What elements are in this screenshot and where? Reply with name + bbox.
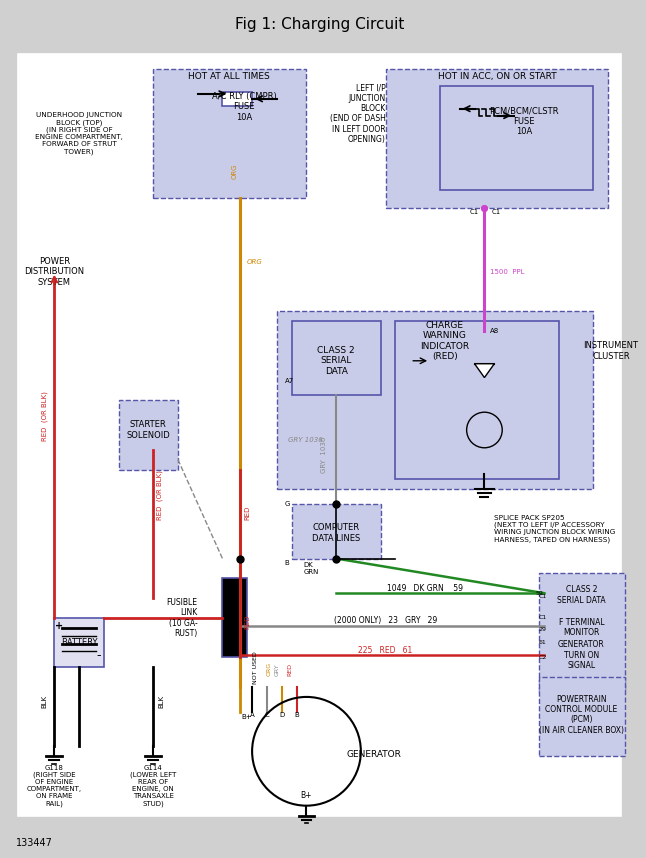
FancyBboxPatch shape xyxy=(291,505,380,559)
Text: Fig 1: Charging Circuit: Fig 1: Charging Circuit xyxy=(234,17,404,32)
Bar xyxy=(0,5,639,45)
FancyBboxPatch shape xyxy=(386,69,608,208)
Text: CHARGE
WARNING
INDICATOR
(RED): CHARGE WARNING INDICATOR (RED) xyxy=(421,321,470,361)
Text: 29: 29 xyxy=(539,627,547,632)
Text: PCM/BCM/CLSTR
FUSE
10A: PCM/BCM/CLSTR FUSE 10A xyxy=(489,106,559,136)
Text: LEFT I/P
JUNCTION
BLOCK
(END OF DASH
IN LEFT DOOR
OPENING): LEFT I/P JUNCTION BLOCK (END OF DASH IN … xyxy=(329,83,386,144)
Text: BLK: BLK xyxy=(158,695,164,708)
FancyBboxPatch shape xyxy=(539,573,625,692)
Text: 133447: 133447 xyxy=(16,838,53,849)
Text: NOT USED: NOT USED xyxy=(253,651,258,684)
Bar xyxy=(440,86,593,190)
Text: HOT AT ALL TIMES: HOT AT ALL TIMES xyxy=(189,71,270,81)
Text: 61: 61 xyxy=(539,640,547,645)
Text: A8: A8 xyxy=(490,328,499,334)
Bar xyxy=(54,618,104,668)
Text: G118
(RIGHT SIDE
OF ENGINE
COMPARTMENT,
ON FRAME
RAIL): G118 (RIGHT SIDE OF ENGINE COMPARTMENT, … xyxy=(27,764,82,807)
Text: B: B xyxy=(294,712,299,717)
Text: SPLICE PACK SP205
(NEXT TO LEFT I/P ACCESSORY
WIRING JUNCTION BLOCK WIRING
HARNE: SPLICE PACK SP205 (NEXT TO LEFT I/P ACCE… xyxy=(494,515,616,543)
Text: ORG: ORG xyxy=(247,259,263,265)
Text: HOT IN ACC, ON OR START: HOT IN ACC, ON OR START xyxy=(438,71,557,81)
Text: +: + xyxy=(56,620,63,631)
Text: CLASS 2
SERIAL
DATA: CLASS 2 SERIAL DATA xyxy=(317,346,355,376)
Text: A7: A7 xyxy=(285,378,294,384)
Text: BATTERY: BATTERY xyxy=(61,638,98,647)
Text: C2: C2 xyxy=(539,655,547,660)
Bar xyxy=(222,578,247,657)
Bar xyxy=(291,321,380,396)
Text: GRY 1036: GRY 1036 xyxy=(287,437,322,443)
Text: INSTRUMENT
CLUSTER: INSTRUMENT CLUSTER xyxy=(583,341,638,360)
Bar xyxy=(18,54,621,816)
Text: 59: 59 xyxy=(536,590,544,595)
FancyBboxPatch shape xyxy=(277,311,593,489)
Text: B+: B+ xyxy=(301,791,312,801)
Text: 225   RED   61: 225 RED 61 xyxy=(359,646,413,655)
Text: 1049   DK GRN    59: 1049 DK GRN 59 xyxy=(387,583,463,593)
Text: ORG: ORG xyxy=(231,163,237,178)
Text: -: - xyxy=(97,649,101,662)
Text: GRY  1036: GRY 1036 xyxy=(321,437,328,473)
FancyBboxPatch shape xyxy=(539,677,625,756)
Text: C1: C1 xyxy=(469,209,479,215)
Text: DK
GRN: DK GRN xyxy=(304,562,319,575)
Text: (2000 ONLY)   23   GRY   29: (2000 ONLY) 23 GRY 29 xyxy=(334,616,437,625)
Text: A: A xyxy=(250,712,255,717)
Text: C1: C1 xyxy=(539,594,547,599)
Text: STARTER
SOLENOID: STARTER SOLENOID xyxy=(127,420,170,439)
Text: COMPUTER
DATA LINES: COMPUTER DATA LINES xyxy=(312,523,360,542)
Text: RED: RED xyxy=(244,614,250,629)
Text: RED: RED xyxy=(244,505,250,520)
Text: G114
(LOWER LEFT
REAR OF
ENGINE, ON
TRANSAXLE
STUD): G114 (LOWER LEFT REAR OF ENGINE, ON TRAN… xyxy=(130,764,176,807)
Text: GENERATOR
TURN ON
SIGNAL: GENERATOR TURN ON SIGNAL xyxy=(558,641,605,670)
Bar xyxy=(395,321,559,480)
Polygon shape xyxy=(475,364,494,378)
Text: 1500  PPL: 1500 PPL xyxy=(490,269,525,275)
Bar xyxy=(222,92,252,106)
Text: D: D xyxy=(279,712,284,717)
Text: RED  (OR BLK): RED (OR BLK) xyxy=(41,391,48,441)
Text: RED: RED xyxy=(287,663,292,676)
FancyBboxPatch shape xyxy=(119,401,178,469)
Text: ORG: ORG xyxy=(266,662,271,676)
Text: GENERATOR: GENERATOR xyxy=(346,750,401,758)
Text: POWER
DISTRIBUTION
SYSTEM: POWER DISTRIBUTION SYSTEM xyxy=(25,257,85,287)
Text: C1: C1 xyxy=(492,209,501,215)
Text: B+: B+ xyxy=(242,714,253,720)
Text: F TERMINAL
MONITOR: F TERMINAL MONITOR xyxy=(559,618,604,637)
FancyBboxPatch shape xyxy=(153,69,306,197)
Text: C: C xyxy=(265,712,269,717)
Text: G: G xyxy=(285,501,290,507)
Text: A/C RLY (CMPR)
FUSE
10A: A/C RLY (CMPR) FUSE 10A xyxy=(212,92,276,122)
Text: CLASS 2
SERIAL DATA: CLASS 2 SERIAL DATA xyxy=(557,585,606,605)
Text: BLK: BLK xyxy=(41,695,48,708)
Text: RED  (OR BLK): RED (OR BLK) xyxy=(157,470,163,521)
Text: C1: C1 xyxy=(539,615,547,620)
Text: FUSIBLE
LINK
(10 GA-
RUST): FUSIBLE LINK (10 GA- RUST) xyxy=(167,598,198,638)
Text: B: B xyxy=(284,560,289,566)
Text: GRY: GRY xyxy=(275,663,279,676)
Text: POWERTRAIN
CONTROL MODULE
(PCM)
(IN AIR CLEANER BOX): POWERTRAIN CONTROL MODULE (PCM) (IN AIR … xyxy=(539,695,624,734)
Text: UNDERHOOD JUNCTION
BLOCK (TOP)
(IN RIGHT SIDE OF
ENGINE COMPARTMENT,
FORWARD OF : UNDERHOOD JUNCTION BLOCK (TOP) (IN RIGHT… xyxy=(35,112,123,154)
